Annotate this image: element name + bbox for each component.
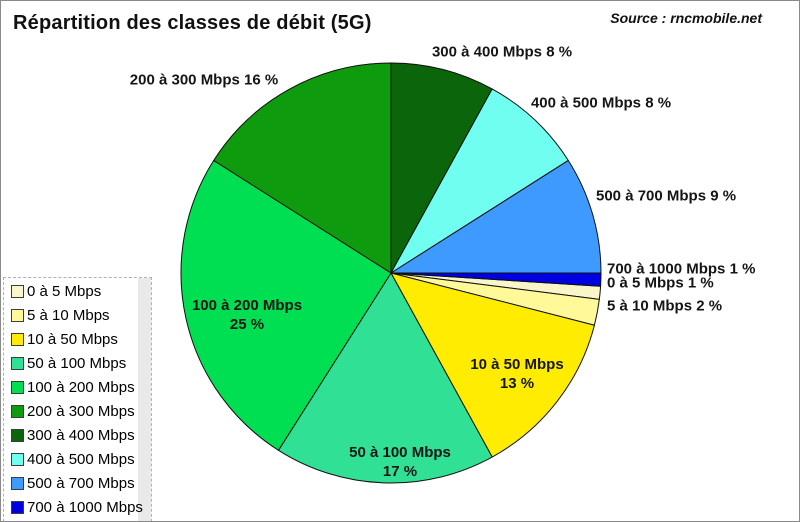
pie-slice-300-400-mbps[interactable] xyxy=(390,62,493,274)
legend-scrollbar-track[interactable] xyxy=(138,278,151,521)
legend-item-300-400-mbps[interactable]: 300 à 400 Mbps xyxy=(11,423,137,447)
legend-item-700-1000-mbps[interactable]: 700 à 1000 Mbps xyxy=(11,495,143,519)
chart-title: Répartition des classes de débit (5G) xyxy=(13,12,372,34)
pie-slice-200-300-mbps[interactable] xyxy=(213,62,392,274)
slice-label-100-200-mbps: 100 à 200 Mbps 25 % xyxy=(191,297,303,333)
legend-item-10-50-mbps[interactable]: 10 à 50 Mbps xyxy=(11,327,137,351)
legend-item-400-500-mbps[interactable]: 400 à 500 Mbps xyxy=(11,447,137,471)
legend-swatch-100-200-mbps xyxy=(11,380,24,394)
pie-slice-500-700-mbps[interactable] xyxy=(390,159,602,274)
slice-label-300-400-mbps: 300 à 400 Mbps 8 % xyxy=(431,43,573,61)
legend-label-400-500-mbps: 400 à 500 Mbps xyxy=(27,450,135,468)
slice-label-0-5-mbps: 0 à 5 Mbps 1 % xyxy=(607,274,714,292)
legend-list: 0 à 5 Mbps 5 à 10 Mbps 10 à 50 Mbps 50 à 10… xyxy=(4,279,151,519)
legend-item-200-300-mbps[interactable]: 200 à 300 Mbps xyxy=(11,399,137,423)
legend-swatch-0-5-mbps xyxy=(11,284,24,298)
slice-label-50-100-mbps: 50 à 100 Mbps 17 % xyxy=(349,444,451,480)
slice-label-200-300-mbps: 200 à 300 Mbps 16 % xyxy=(129,71,279,89)
legend-item-0-5-mbps[interactable]: 0 à 5 Mbps xyxy=(11,279,137,303)
legend-swatch-500-700-mbps xyxy=(11,476,24,490)
legend-item-50-100-mbps[interactable]: 50 à 100 Mbps xyxy=(11,351,137,375)
legend-label-500-700-mbps: 500 à 700 Mbps xyxy=(27,474,135,492)
legend-label-300-400-mbps: 300 à 400 Mbps xyxy=(27,426,135,444)
slice-label-700-1000-mbps: 700 à 1000 Mbps 1 % xyxy=(607,260,756,278)
slice-label-10-50-mbps: 10 à 50 Mbps 13 % xyxy=(470,356,564,392)
slice-label-5-10-mbps: 5 à 10 Mbps 2 % xyxy=(607,297,723,315)
pie-slice-50-100-mbps[interactable] xyxy=(277,272,493,484)
legend-label-50-100-mbps: 50 à 100 Mbps xyxy=(27,354,127,372)
legend-swatch-10-50-mbps xyxy=(11,332,24,346)
pie-slice-100-200-mbps[interactable] xyxy=(180,159,392,451)
legend-item-100-200-mbps[interactable]: 100 à 200 Mbps xyxy=(11,375,137,399)
legend-label-700-1000-mbps: 700 à 1000 Mbps xyxy=(27,498,143,516)
pie-slice-700-1000-mbps[interactable] xyxy=(390,272,602,287)
legend-swatch-700-1000-mbps xyxy=(11,500,24,514)
legend-box: 0 à 5 Mbps 5 à 10 Mbps 10 à 50 Mbps 50 à 10… xyxy=(3,277,152,521)
legend-swatch-50-100-mbps xyxy=(11,356,24,370)
legend-swatch-200-300-mbps xyxy=(11,404,24,418)
legend-swatch-400-500-mbps xyxy=(11,452,24,466)
legend-swatch-5-10-mbps xyxy=(11,308,24,322)
pie-slice-10-50-mbps[interactable] xyxy=(390,272,595,458)
legend-label-5-10-mbps: 5 à 10 Mbps xyxy=(27,306,110,324)
legend-label-100-200-mbps: 100 à 200 Mbps xyxy=(27,378,135,396)
slice-label-400-500-mbps: 400 à 500 Mbps 8 % xyxy=(530,94,672,112)
legend-item-5-10-mbps[interactable]: 5 à 10 Mbps xyxy=(11,303,137,327)
legend-label-10-50-mbps: 10 à 50 Mbps xyxy=(27,330,118,348)
legend-item-500-700-mbps[interactable]: 500 à 700 Mbps xyxy=(11,471,137,495)
legend-label-0-5-mbps: 0 à 5 Mbps xyxy=(27,282,102,300)
pie-slice-400-500-mbps[interactable] xyxy=(390,88,569,274)
slice-label-500-700-mbps: 500 à 700 Mbps 9 % xyxy=(596,187,737,205)
legend-swatch-300-400-mbps xyxy=(11,428,24,442)
source-note: Source : rncmobile.net xyxy=(610,10,762,26)
legend-label-200-300-mbps: 200 à 300 Mbps xyxy=(27,402,135,420)
